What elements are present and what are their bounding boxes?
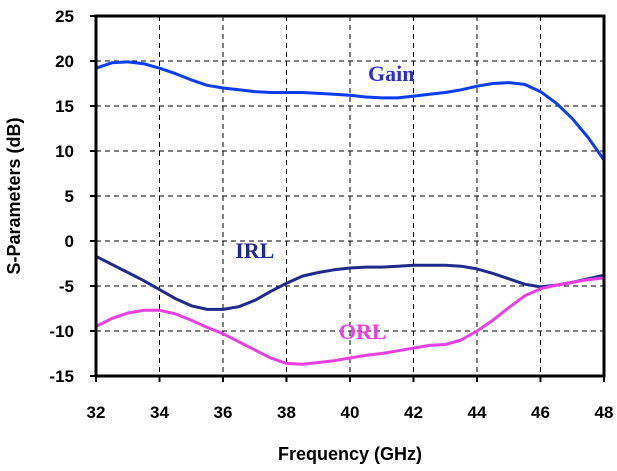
y-tick-label: 15 (55, 97, 74, 116)
y-tick-label: 25 (55, 7, 74, 26)
x-tick-label: 42 (404, 403, 423, 422)
x-tick-label: 38 (277, 403, 296, 422)
x-tick-label: 48 (595, 403, 614, 422)
x-tick-label: 36 (214, 403, 233, 422)
x-tick-label: 40 (341, 403, 360, 422)
y-tick-label: -15 (49, 367, 74, 386)
series-label-orl: ORL (339, 319, 387, 344)
y-axis-title: S-Parameters (dB) (4, 117, 24, 274)
y-tick-labels: 25 20 15 10 5 0 -5 -10 -15 (49, 7, 96, 386)
series-line-irl (94, 254, 606, 311)
x-tick-label: 44 (468, 403, 487, 422)
x-tick-label: 46 (531, 403, 550, 422)
series-line-orl (94, 276, 606, 366)
y-tick-label: 10 (55, 142, 74, 161)
x-tick-labels: 32 34 36 38 40 42 44 46 48 (87, 376, 614, 422)
series-label-gain: Gain (368, 61, 414, 86)
x-tick-label: 32 (87, 403, 106, 422)
series-lines (94, 60, 606, 366)
y-tick-label: -5 (59, 277, 74, 296)
series-line-gain (94, 60, 606, 162)
y-tick-label: 20 (55, 52, 74, 71)
y-tick-label: -10 (49, 322, 74, 341)
series-label-irl: IRL (235, 238, 274, 263)
x-axis-title: Frequency (GHz) (278, 444, 422, 464)
grid-lines (96, 16, 604, 376)
y-tick-label: 0 (65, 232, 74, 251)
series-annotations: Gain IRL ORL (235, 61, 414, 344)
y-tick-label: 5 (65, 187, 74, 206)
x-tick-label: 34 (150, 403, 169, 422)
